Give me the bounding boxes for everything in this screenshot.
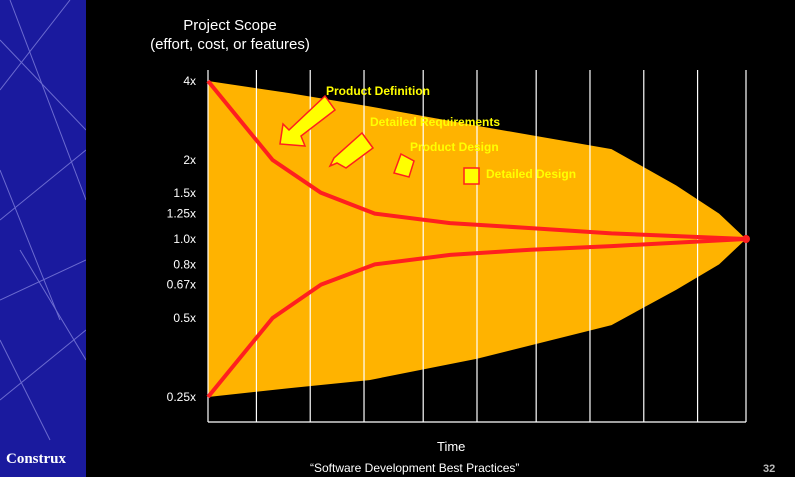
- y-tick-label: 1.5x: [173, 186, 196, 200]
- slide-footer: “Software Development Best Practices”: [310, 461, 520, 475]
- convergence-point: [742, 235, 750, 243]
- phase-annotation-label: Product Definition: [326, 84, 430, 98]
- chart-title-block: Project Scope (effort, cost, or features…: [100, 16, 360, 54]
- phase-annotation-label: Product Design: [410, 140, 499, 154]
- brand-logo: Construx: [6, 451, 67, 467]
- sidebar-pattern: [0, 0, 86, 441]
- y-tick-label: 0.25x: [167, 390, 196, 404]
- chart-subtitle: (effort, cost, or features): [150, 36, 310, 53]
- sidebar-decoration: Construx: [0, 0, 86, 477]
- y-tick-label: 1.0x: [173, 232, 196, 246]
- y-tick-label: 0.8x: [173, 257, 196, 271]
- y-tick-label: 0.67x: [167, 278, 196, 292]
- product-design-marker: [393, 152, 415, 178]
- chart-title: Project Scope: [183, 17, 277, 34]
- product-definition-arrow: [279, 94, 337, 147]
- phase-annotation-label: Detailed Requirements: [370, 115, 500, 129]
- phase-annotation-label: Detailed Design: [486, 167, 576, 181]
- x-axis-label: Time: [437, 439, 466, 454]
- y-tick-label: 4x: [183, 74, 196, 88]
- y-tick-label: 1.25x: [167, 207, 196, 221]
- detailed-requirements-arrow: [328, 131, 375, 169]
- y-tick-label: 2x: [183, 153, 196, 167]
- page-number: 32: [763, 463, 776, 475]
- series-line: [206, 237, 747, 399]
- series-line: [206, 79, 747, 241]
- detailed-design-marker: [463, 167, 480, 185]
- y-tick-label: 0.5x: [173, 311, 196, 325]
